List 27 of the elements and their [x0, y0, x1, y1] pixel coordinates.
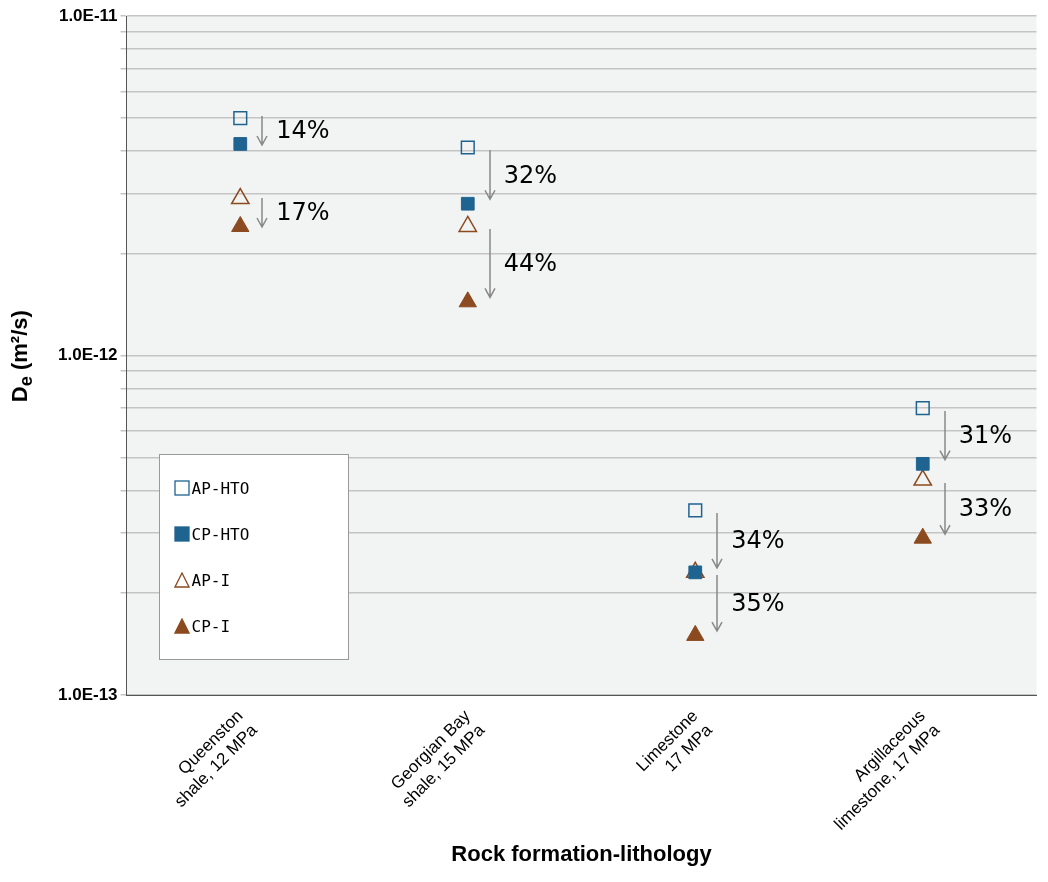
legend-label: AP-HTO [191, 478, 250, 498]
y-tick-label: 1.0E-11 [58, 5, 118, 25]
annotation: 34% [731, 526, 785, 555]
annotation: 17% [276, 197, 330, 226]
point [458, 215, 478, 233]
point [915, 456, 930, 471]
point [233, 137, 248, 151]
legend-label: CP-HTO [191, 524, 250, 544]
point [233, 111, 248, 126]
point [913, 527, 932, 544]
y-tick-label: 1.0E-12 [57, 345, 118, 365]
legend-label: AP-I [191, 570, 231, 590]
annotation: 14% [276, 116, 330, 145]
point [458, 291, 477, 308]
annotation: 33% [958, 494, 1013, 523]
annotation: 35% [731, 588, 785, 617]
point [686, 624, 705, 641]
point [460, 196, 475, 211]
point [915, 401, 930, 416]
point [913, 469, 933, 486]
annotation: 44% [503, 249, 558, 278]
legend-label: CP-I [191, 616, 231, 636]
y-tick-label: 1.0E-13 [57, 684, 118, 704]
point [460, 140, 475, 155]
annotation: 31% [958, 421, 1013, 450]
x-axis-title: Rock formation-lithology [451, 840, 713, 866]
annotation: 32% [503, 160, 558, 189]
